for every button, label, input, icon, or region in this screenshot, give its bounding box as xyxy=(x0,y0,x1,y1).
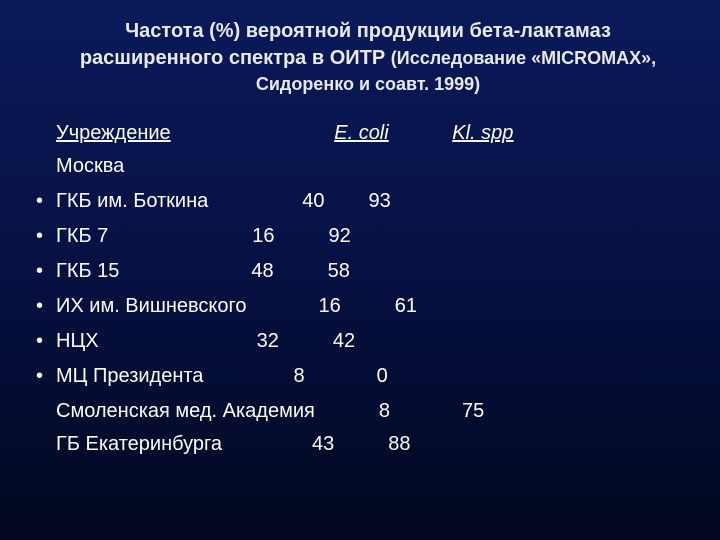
row-name: ГКБ 15 xyxy=(56,260,119,282)
row-name: НЦХ xyxy=(56,330,99,352)
row-value-ecoli: 16 xyxy=(252,221,274,252)
list-item: Смоленская мед. Академия 8 75 xyxy=(56,396,680,427)
row-value-klspp: 58 xyxy=(328,256,350,287)
row-name: Смоленская мед. Академия xyxy=(56,400,315,422)
slide-title: Частота (%) вероятной продукции бета-лак… xyxy=(56,18,680,96)
extra-rows: Смоленская мед. Академия875ГБ Екатеринбу… xyxy=(56,396,680,460)
content-area: Учреждение E. coli Kl. spp Москва ГКБ им… xyxy=(56,118,680,460)
list-item: НЦХ 32 42 xyxy=(56,326,680,357)
list-item: ГКБ им. Боткина 40 93 xyxy=(56,186,680,217)
slide: Частота (%) вероятной продукции бета-лак… xyxy=(0,0,720,540)
row-value-klspp: 0 xyxy=(377,361,388,392)
row-value-ecoli: 48 xyxy=(251,256,273,287)
row-value-klspp: 42 xyxy=(333,326,355,357)
row-name: МЦ Президента xyxy=(56,365,203,387)
row-name: ГБ Екатеринбурга xyxy=(56,433,222,455)
row-value-ecoli: 16 xyxy=(319,291,341,322)
moscow-label: Москва xyxy=(56,151,680,182)
row-value-ecoli: 40 xyxy=(302,186,324,217)
title-line-1: Частота (%) вероятной продукции бета-лак… xyxy=(56,18,680,45)
row-name: ГКБ им. Боткина xyxy=(56,190,208,212)
header-klspp: Kl. spp xyxy=(452,118,513,149)
title-line-2a: расширенного спектра в ОИТР xyxy=(80,47,391,69)
list-item: ГБ Екатеринбурга 43 88 xyxy=(56,429,680,460)
row-value-ecoli: 43 xyxy=(312,429,334,460)
bullet-list: ГКБ им. Боткина 40 93 ГКБ 7 16 92 ГКБ 15 48 58 ИХ… xyxy=(56,186,680,392)
list-item: ИХ им. Вишневского 16 61 xyxy=(56,291,680,322)
header-institution: Учреждение xyxy=(56,118,171,149)
row-value-ecoli: 8 xyxy=(379,396,390,427)
row-name: ИХ им. Вишневского xyxy=(56,295,247,317)
row-value-klspp: 92 xyxy=(329,221,351,252)
row-value-klspp: 61 xyxy=(395,291,417,322)
row-value-klspp: 93 xyxy=(369,186,391,217)
title-line-3: Сидоренко и соавт. 1999) xyxy=(56,72,680,96)
row-name: ГКБ 7 xyxy=(56,225,108,247)
list-item: ГКБ 15 48 58 xyxy=(56,256,680,287)
row-value-klspp: 88 xyxy=(388,429,410,460)
title-line-2: расширенного спектра в ОИТР (Исследовани… xyxy=(56,45,680,72)
row-value-ecoli: 8 xyxy=(293,361,304,392)
header-ecoli: E. coli xyxy=(334,118,388,149)
table-header-row: Учреждение E. coli Kl. spp xyxy=(56,118,680,149)
row-value-klspp: 75 xyxy=(462,396,484,427)
row-value-ecoli: 32 xyxy=(257,326,279,357)
list-item: МЦ Президента 8 0 xyxy=(56,361,680,392)
list-item: ГКБ 7 16 92 xyxy=(56,221,680,252)
title-sub: (Исследование «MICROMAX», xyxy=(391,48,656,68)
